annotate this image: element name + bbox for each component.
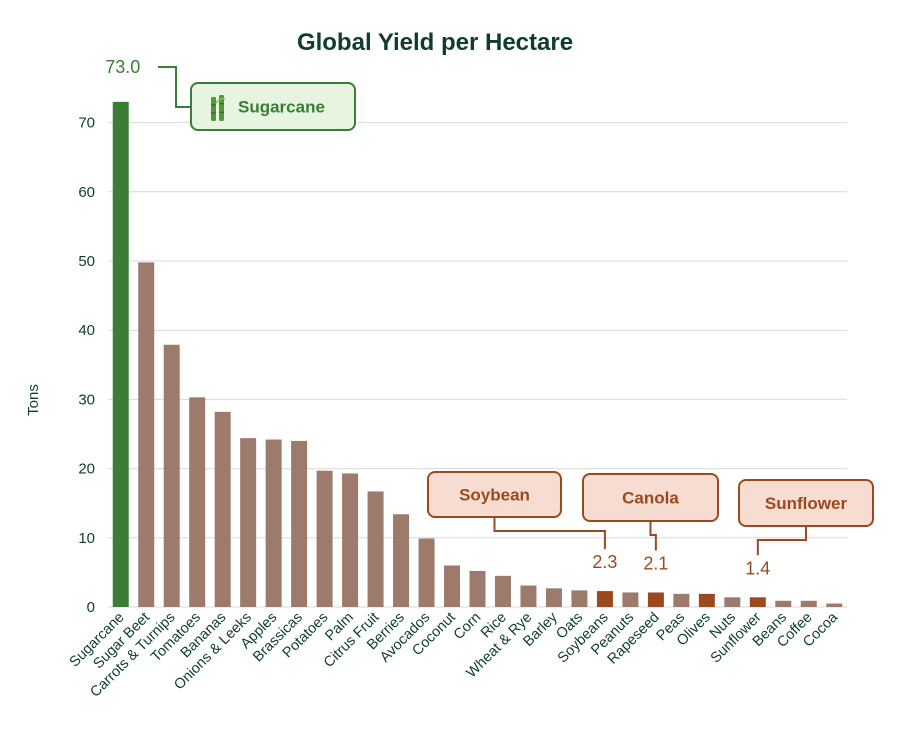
bar-oats — [571, 590, 588, 607]
bars — [112, 101, 843, 607]
bar-sugar-beet — [138, 262, 155, 607]
bar-apples — [265, 439, 282, 607]
bar-rapeseed — [647, 592, 664, 607]
bar-tomatoes — [189, 397, 206, 607]
bar-sunflower — [749, 597, 766, 607]
callout-connector — [649, 521, 657, 551]
bar-peas — [673, 593, 690, 607]
bar-coffee — [800, 600, 817, 607]
y-tick-label: 10 — [78, 530, 95, 547]
chart-title: Global Yield per Hectare — [297, 29, 573, 56]
callout-box — [427, 471, 562, 518]
bar-avocados — [418, 538, 435, 607]
gridlines — [108, 122, 847, 608]
y-axis-label: Tons — [25, 384, 42, 416]
bar-corn — [469, 571, 486, 607]
y-tick-label: 20 — [78, 461, 95, 478]
callout-box — [582, 473, 719, 522]
bar-rice — [494, 575, 511, 607]
bar-sugarcane — [112, 101, 129, 607]
y-tick-label: 30 — [78, 391, 95, 408]
callouts: Sugarcane Soybean Canola Sunflower — [158, 66, 874, 556]
bar-brassicas — [291, 440, 308, 607]
y-tick-label: 0 — [87, 599, 95, 616]
bar-coconut — [444, 565, 461, 607]
bar-carrots-and-turnips — [163, 344, 180, 607]
bar-berries — [393, 514, 410, 607]
callout-connector — [756, 526, 807, 556]
callout-canola: Canola — [582, 473, 719, 551]
bar-nuts — [724, 597, 741, 607]
bar-olives — [698, 593, 715, 607]
bar-peanuts — [622, 592, 639, 607]
bar-onions-and-leeks — [240, 438, 257, 607]
bar-barley — [545, 588, 562, 607]
callout-label: Sugarcane — [238, 98, 325, 117]
y-axis-ticks: 0 10 20 30 40 50 60 70 — [78, 115, 95, 616]
callout-connector — [493, 517, 606, 550]
bar-wheat-and-rye — [520, 585, 537, 607]
callout-connector — [158, 66, 191, 108]
bar-bananas — [214, 411, 231, 607]
y-tick-label: 40 — [78, 322, 95, 339]
y-tick-label: 70 — [78, 115, 95, 132]
callout-box — [738, 479, 874, 527]
callout-sugarcane: Sugarcane — [158, 66, 356, 131]
callout-box — [190, 82, 356, 131]
bar-soybeans — [596, 591, 613, 607]
y-tick-label: 50 — [78, 253, 95, 270]
bar-palm — [342, 473, 359, 607]
value-label-sugarcane: 73.0 — [105, 57, 140, 77]
bar-beans — [775, 600, 792, 607]
value-label-soybeans: 2.3 — [592, 552, 617, 572]
y-tick-label: 60 — [78, 184, 95, 201]
sugarcane-icon — [211, 95, 226, 121]
bar-potatoes — [316, 470, 333, 607]
callout-label: Soybean — [459, 486, 530, 505]
callout-sunflower: Sunflower — [738, 479, 874, 556]
callout-soybean: Soybean — [427, 471, 606, 550]
value-labels: 73.0 2.3 2.1 1.4 — [105, 57, 770, 578]
bar-cocoa — [826, 603, 843, 607]
value-label-sunflower: 1.4 — [745, 558, 770, 578]
callout-label: Sunflower — [765, 494, 848, 513]
value-label-rapeseed: 2.1 — [643, 553, 668, 573]
callout-label: Canola — [622, 489, 679, 508]
x-tick-label: Corn — [451, 610, 485, 644]
bar-citrus-fruit — [367, 491, 384, 607]
